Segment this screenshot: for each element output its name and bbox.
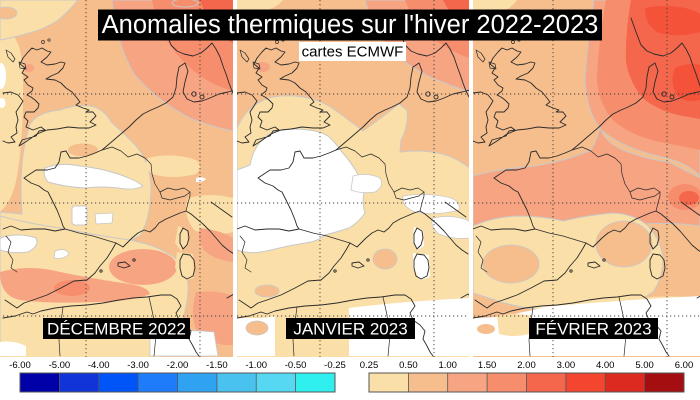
svg-text:-1.00: -1.00 <box>245 360 267 371</box>
svg-text:2.00: 2.00 <box>517 360 536 371</box>
svg-text:-0.50: -0.50 <box>285 360 307 371</box>
svg-text:6.00: 6.00 <box>675 360 694 371</box>
svg-text:cartes ECMWF: cartes ECMWF <box>302 44 404 61</box>
svg-text:1.00: 1.00 <box>438 360 457 371</box>
svg-text:FÉVRIER 2023: FÉVRIER 2023 <box>535 320 651 339</box>
svg-text:Anomalies thermiques sur l'hiv: Anomalies thermiques sur l'hiver 2022-20… <box>102 11 599 39</box>
svg-text:5.00: 5.00 <box>635 360 654 371</box>
svg-text:-4.00: -4.00 <box>88 360 110 371</box>
svg-text:1.50: 1.50 <box>478 360 497 371</box>
svg-text:-6.00: -6.00 <box>9 360 31 371</box>
svg-text:-2.00: -2.00 <box>167 360 189 371</box>
svg-text:4.00: 4.00 <box>596 360 615 371</box>
svg-text:-5.00: -5.00 <box>49 360 71 371</box>
svg-text:0.25: 0.25 <box>360 360 379 371</box>
svg-text:-0.25: -0.25 <box>324 360 346 371</box>
svg-text:JANVIER 2023: JANVIER 2023 <box>293 320 407 339</box>
svg-text:0.50: 0.50 <box>399 360 418 371</box>
svg-text:-3.00: -3.00 <box>127 360 149 371</box>
svg-text:DÉCEMBRE 2022: DÉCEMBRE 2022 <box>47 320 186 339</box>
svg-text:-1.50: -1.50 <box>206 360 228 371</box>
svg-text:3.00: 3.00 <box>557 360 576 371</box>
